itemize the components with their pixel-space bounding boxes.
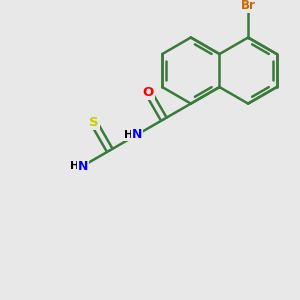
Text: O: O bbox=[143, 86, 154, 99]
Text: H: H bbox=[124, 130, 133, 140]
Text: Br: Br bbox=[241, 0, 256, 12]
Text: S: S bbox=[89, 116, 99, 129]
Text: N: N bbox=[78, 160, 88, 172]
Text: H: H bbox=[70, 161, 79, 171]
Text: N: N bbox=[132, 128, 142, 141]
